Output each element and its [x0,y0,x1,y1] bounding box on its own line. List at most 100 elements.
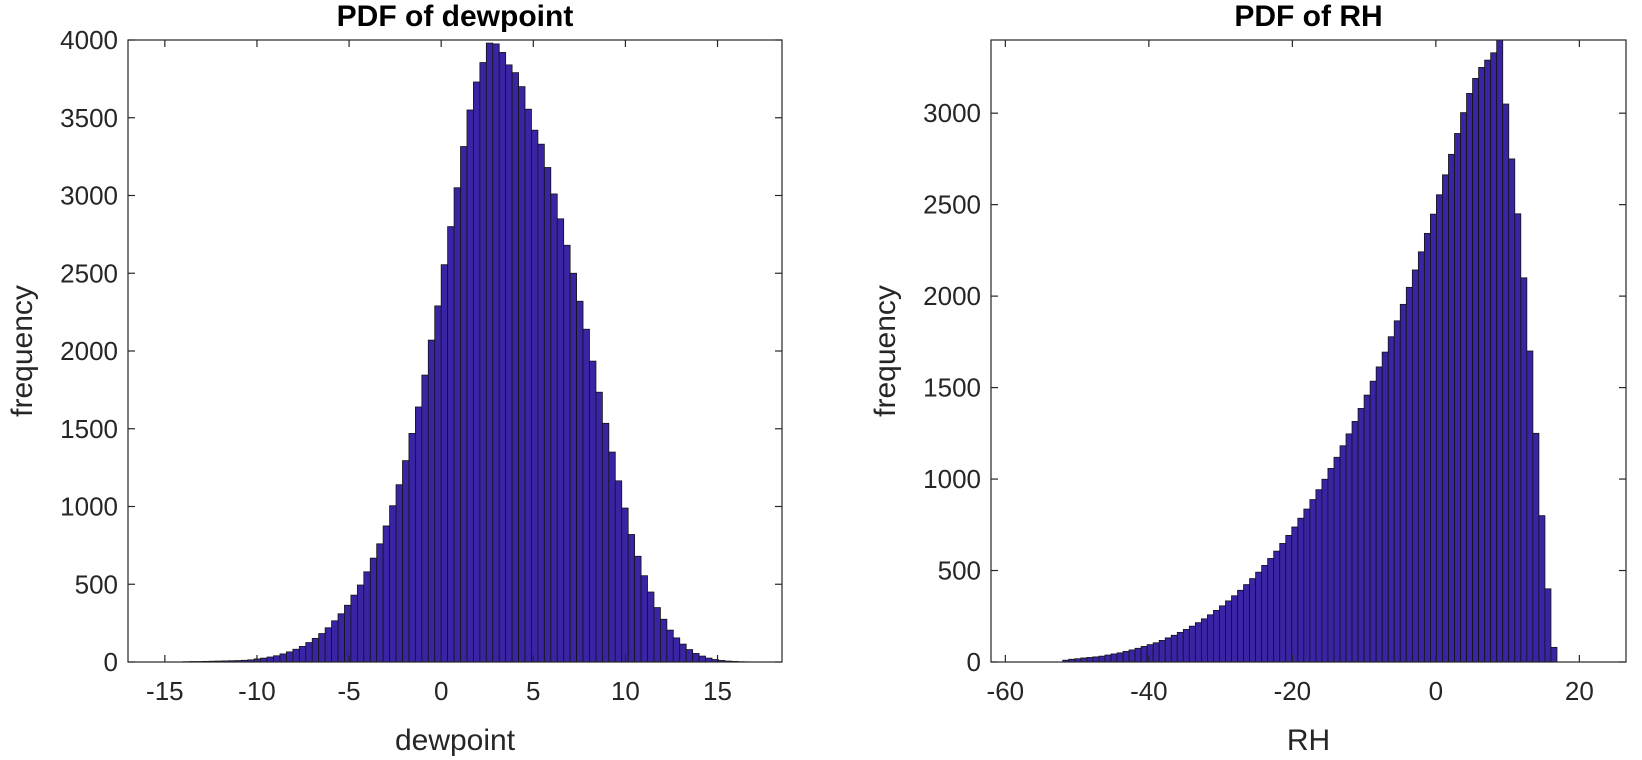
x-tick-label: -5 [338,676,361,706]
histogram-bar [337,613,345,663]
y-tick-label: 2000 [60,336,118,366]
histogram-bar [273,655,281,663]
histogram-bar [1532,432,1540,663]
histogram-bar [473,81,481,663]
histogram-bar [498,52,507,663]
histogram-bar [1213,610,1220,663]
histogram-bar [1369,380,1377,663]
y-tick-label: 3000 [60,181,118,211]
x-tick-label: 5 [526,676,540,706]
histogram-bar [298,646,307,663]
histogram-bar [389,505,397,663]
histogram-bar [511,72,519,663]
histogram-bar [453,187,461,663]
histogram-bar [1188,625,1196,663]
histogram-bar [1520,277,1528,663]
histogram-bar [1116,652,1124,663]
x-tick-label: -40 [1130,676,1168,706]
histogram-bar [1393,320,1401,663]
x-tick-label: -10 [238,676,276,706]
histogram-bar [595,391,603,663]
histogram-bar [331,620,339,663]
histogram-bar [698,655,706,663]
x-axis-label: dewpoint [395,724,516,757]
histogram-bar [1466,93,1473,663]
histogram-bar [1309,499,1317,663]
histogram-bar [376,543,384,663]
histogram-bar [1327,468,1335,663]
histogram-bar [1514,213,1522,663]
histogram-bar [531,129,539,663]
histogram-bar [1375,366,1383,663]
histogram-bar [1448,153,1455,663]
histogram-bar [524,108,532,663]
histogram-bar [1357,408,1365,663]
histogram-bar [1399,303,1407,663]
histogram-bar [1472,78,1480,663]
histogram-bar [1080,657,1088,663]
histogram-bar [1194,622,1202,663]
histogram-bar [1508,158,1516,663]
y-tick-label: 4000 [60,25,118,55]
histogram-bar [543,167,552,663]
histogram-bar [1526,350,1534,663]
histogram-bar [1502,103,1510,663]
histogram-bar [1267,558,1275,663]
histogram-bar [1243,584,1250,663]
histogram-bar [1170,634,1178,663]
histogram-bar [382,525,390,663]
histogram-bar [479,62,487,663]
histogram-bar [414,406,423,663]
histogram-bar [647,591,655,663]
histogram-bar [1430,213,1437,663]
histogram-bar [324,627,332,663]
histogram-bar [1225,600,1232,663]
histogram-bar [421,374,429,663]
histogram-bar [1484,59,1492,663]
histogram-bar [311,637,320,663]
histogram-bar [685,649,694,663]
histogram-bar [1321,478,1329,663]
histogram-bar [1164,637,1172,663]
histogram-bar [1237,589,1244,663]
histogram-bar [1231,595,1238,663]
y-tick-label: 1500 [923,373,981,403]
histogram-bar [1411,269,1419,663]
histogram-bar [672,637,681,663]
y-axis-label: frequency [6,285,39,417]
histogram-bar [1478,67,1486,663]
histogram-bar [408,433,416,663]
histogram-bar [1122,650,1130,663]
histogram-bar [1460,112,1467,663]
histogram-bar [440,264,449,663]
histogram-bar [466,109,474,663]
x-tick-label: -15 [146,676,184,706]
histogram-bar [1333,456,1341,663]
y-tick-label: 0 [967,647,981,677]
histogram-bar [576,300,584,663]
histogram-bar [1098,655,1106,663]
histogram-bar [1146,644,1154,663]
histogram-bar [1207,614,1214,663]
histogram-bar [402,460,410,663]
histogram-bar [266,656,274,663]
x-tick-label: -60 [987,676,1025,706]
histogram-bar [660,618,668,663]
histogram-bar [505,64,513,663]
histogram-bar [1158,640,1166,663]
x-tick-label: 0 [1429,676,1443,706]
histogram-bar [640,575,648,663]
y-tick-label: 2500 [923,190,981,220]
histogram-bar [447,226,455,663]
histogram-bar [1417,251,1425,663]
histogram-bar [653,607,661,663]
y-tick-label: 500 [75,569,118,599]
histogram-bar [537,143,545,663]
histogram-bar [318,633,326,663]
histogram-bar [1550,646,1558,663]
histogram-bar [1273,550,1281,663]
histogram-bar [621,507,629,663]
histogram-bar [627,534,636,663]
x-tick-label: 15 [703,676,732,706]
histogram-bar [1315,489,1323,663]
